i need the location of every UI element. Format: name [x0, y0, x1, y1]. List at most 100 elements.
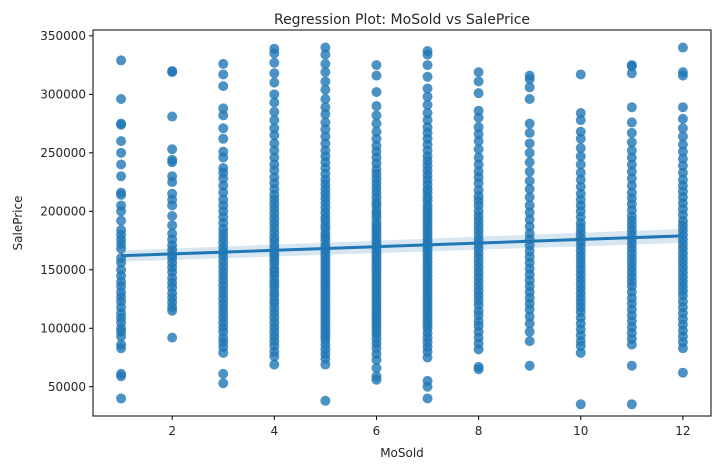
data-point [320, 58, 331, 69]
data-point [473, 136, 484, 147]
x-tick-label: 6 [373, 424, 381, 438]
data-point [626, 117, 637, 128]
y-tick-label: 200000 [40, 204, 86, 218]
x-tick-label: 2 [168, 424, 176, 438]
data-point [473, 144, 484, 155]
data-point [116, 94, 127, 105]
data-point [269, 145, 280, 156]
data-point [677, 146, 688, 157]
data-point [167, 144, 178, 155]
data-point [575, 399, 586, 410]
y-tick-label: 350000 [40, 29, 86, 43]
data-point [524, 138, 535, 149]
data-point [269, 138, 280, 149]
data-point [320, 395, 331, 406]
data-point [422, 91, 433, 102]
data-point [371, 118, 382, 129]
data-point [320, 124, 331, 135]
data-point [218, 69, 229, 80]
data-point [626, 180, 637, 191]
data-point [422, 381, 433, 392]
data-point [320, 359, 331, 370]
data-point [524, 157, 535, 168]
x-tick-label: 12 [675, 424, 690, 438]
data-point [218, 123, 229, 134]
data-point [167, 177, 178, 188]
data-point [116, 243, 127, 254]
data-point [116, 206, 127, 217]
data-point [371, 70, 382, 81]
data-point [524, 118, 535, 129]
data-point [626, 173, 637, 184]
data-point [320, 138, 331, 149]
data-point [524, 184, 535, 195]
data-point [677, 167, 688, 178]
data-point [524, 94, 535, 105]
data-point [524, 200, 535, 211]
data-point [116, 257, 127, 268]
data-point [371, 374, 382, 385]
data-point [575, 159, 586, 170]
data-point [218, 81, 229, 92]
data-point [677, 42, 688, 53]
data-point [116, 343, 127, 354]
data-point [575, 181, 586, 192]
data-point [269, 359, 280, 370]
x-tick-label: 8 [475, 424, 483, 438]
data-point [269, 89, 280, 100]
data-point [473, 105, 484, 116]
data-point [473, 67, 484, 78]
data-point [677, 113, 688, 124]
data-point [626, 61, 637, 72]
data-point [269, 123, 280, 134]
data-point [320, 84, 331, 95]
data-point [320, 131, 331, 142]
y-tick-label: 100000 [40, 321, 86, 335]
data-point [167, 210, 178, 221]
data-point [218, 110, 229, 121]
data-point [626, 360, 637, 371]
data-point [218, 180, 229, 191]
plot-frame [92, 29, 712, 417]
data-point [320, 102, 331, 113]
data-point [524, 147, 535, 158]
data-point [677, 139, 688, 150]
data-point [422, 99, 433, 110]
data-point [575, 347, 586, 358]
data-point [575, 108, 586, 119]
data-point [371, 86, 382, 97]
data-point [269, 48, 280, 59]
data-point [575, 143, 586, 154]
data-point [218, 58, 229, 69]
data-point [626, 166, 637, 177]
data-point [575, 167, 586, 178]
data-point [422, 49, 433, 60]
data-point [422, 352, 433, 363]
x-axis-label: MoSold [380, 446, 424, 460]
data-point [269, 68, 280, 79]
data-point [116, 136, 127, 147]
scatter-points-layer [116, 42, 688, 410]
data-point [473, 344, 484, 355]
data-point [218, 187, 229, 198]
data-point [524, 336, 535, 347]
data-point [473, 112, 484, 123]
data-point [626, 339, 637, 350]
data-point [269, 77, 280, 88]
data-point [269, 106, 280, 117]
data-point [422, 60, 433, 71]
data-point [371, 126, 382, 137]
y-tick-label: 300000 [40, 87, 86, 101]
data-point [167, 220, 178, 231]
data-point [677, 160, 688, 171]
data-point [167, 67, 178, 78]
data-point [269, 165, 280, 176]
data-point [524, 207, 535, 218]
data-point [116, 119, 127, 130]
data-point [524, 166, 535, 177]
data-point [218, 152, 229, 163]
data-point [422, 71, 433, 82]
data-point [371, 101, 382, 112]
data-point [116, 147, 127, 158]
